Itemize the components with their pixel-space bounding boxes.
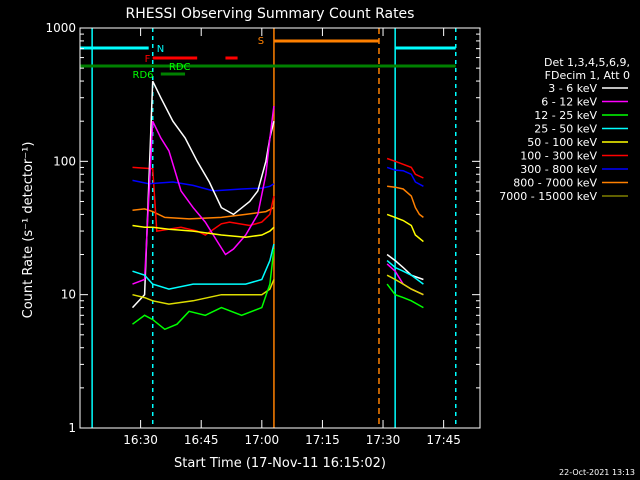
series-line-3-0 xyxy=(131,80,275,309)
y-tick-label-2: 100 xyxy=(53,154,76,168)
series-line-5-1 xyxy=(386,213,424,243)
x-tick-label-2: 17:00 xyxy=(245,433,280,447)
flag-label-f: F xyxy=(145,54,151,65)
legend-label-3: 25 - 50 keV xyxy=(534,123,597,136)
legend-label-2: 12 - 25 keV xyxy=(534,109,597,122)
x-tick-label-5: 17:45 xyxy=(426,433,461,447)
series-line-6-0 xyxy=(132,243,275,290)
plot-area: NF RDC RD6 S xyxy=(80,28,457,428)
series-line-7-1 xyxy=(386,274,424,296)
legend-header-1: Det 1,3,4,5,6,9, xyxy=(544,56,630,69)
series-line-6-1 xyxy=(386,260,424,285)
legend-label-1: 6 - 12 keV xyxy=(541,96,597,109)
series-line-1-1 xyxy=(386,157,424,179)
series-line-3-1 xyxy=(386,253,424,281)
series-line-7-0 xyxy=(132,279,275,305)
y-tick-label-0: 1 xyxy=(68,421,76,435)
series-line-4-0 xyxy=(132,105,275,285)
axes: 16:30 16:45 17:00 17:15 17:30 17:45 1 10 100 1000 xyxy=(45,21,481,447)
legend-label-5: 100 - 300 keV xyxy=(520,150,597,163)
print-timestamp: 22-Oct-2021 13:13 xyxy=(559,468,635,477)
x-tick-label-1: 16:45 xyxy=(184,433,219,447)
y-axis-label: Count Rate (s⁻¹ detector⁻¹) xyxy=(21,142,36,319)
legend-label-7: 800 - 7000 keV xyxy=(513,177,597,190)
legend-label-8: 7000 - 15000 keV xyxy=(499,190,597,203)
x-axis-label: Start Time (17-Nov-11 16:15:02) xyxy=(174,456,386,471)
series-line-2-1 xyxy=(386,166,424,187)
legend-label-6: 300 - 800 keV xyxy=(520,163,597,176)
series-line-8-0 xyxy=(132,248,275,331)
flag-label-rd6: RD6 xyxy=(133,70,154,81)
flag-label-rdc: RDC xyxy=(169,62,191,73)
series-line-1-0 xyxy=(132,166,275,236)
x-tick-label-0: 16:30 xyxy=(123,433,158,447)
legend-label-0: 3 - 6 keV xyxy=(548,82,597,95)
legend-header-2: FDecim 1, Att 0 xyxy=(545,69,630,82)
series-line-0-1 xyxy=(387,185,424,218)
chart-title: RHESSI Observing Summary Count Rates xyxy=(126,6,415,22)
flag-label-n: N xyxy=(157,44,164,55)
x-tick-label-4: 17:30 xyxy=(366,433,401,447)
series-line-5-0 xyxy=(132,224,275,238)
flag-label-s: S xyxy=(258,36,264,47)
legend-label-4: 50 - 100 keV xyxy=(527,136,597,149)
x-tick-label-3: 17:15 xyxy=(305,433,340,447)
series-line-8-1 xyxy=(386,283,424,309)
y-tick-label-1: 10 xyxy=(61,288,76,302)
y-tick-label-3: 1000 xyxy=(45,21,76,35)
plot-frame xyxy=(79,27,481,429)
